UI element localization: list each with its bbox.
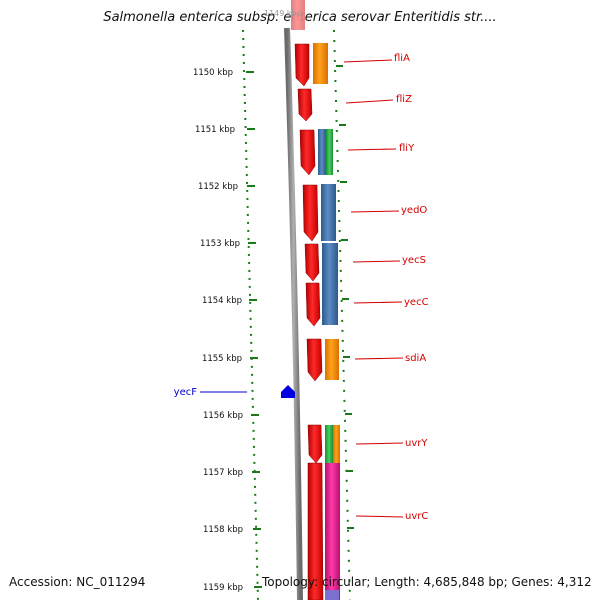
gene-labels-forward: fliA fliZ fliY yedO yecS yecC sdiA uvrY … — [394, 53, 429, 522]
gene-label[interactable]: sdiA — [405, 353, 426, 364]
cds-arrow[interactable] — [299, 129, 316, 176]
gene-label-reverse[interactable]: yecF — [174, 387, 198, 398]
ruler-label: 1156 kbp — [203, 411, 243, 421]
ruler-label: 1155 kbp — [202, 354, 242, 364]
ruler-label: 1153 kbp — [200, 239, 240, 249]
cds-arrow[interactable] — [302, 184, 319, 242]
ruler-label: 1151 kbp — [195, 125, 235, 135]
gene-label[interactable]: yecS — [402, 255, 426, 266]
gene-label[interactable]: yecC — [404, 297, 429, 308]
svg-text:1149 kbp: 1149 kbp — [264, 9, 302, 18]
cog-bar[interactable] — [326, 129, 333, 175]
cog-bar[interactable] — [322, 243, 338, 325]
gene-label[interactable]: fliY — [399, 143, 415, 154]
accession-text: Accession: NC_011294 — [9, 575, 146, 589]
cds-arrow[interactable] — [307, 462, 324, 600]
cog-bar[interactable] — [333, 425, 340, 463]
gene-label-lines — [343, 59, 404, 518]
gene-label[interactable]: fliA — [394, 53, 410, 64]
cog-bar[interactable] — [321, 184, 336, 241]
cds-arrow[interactable] — [306, 338, 323, 382]
cog-bar[interactable] — [318, 129, 326, 175]
gene-label[interactable]: fliZ — [396, 94, 412, 105]
cog-bar[interactable] — [325, 339, 339, 380]
cds-arrow[interactable] — [307, 424, 323, 464]
cog-bar[interactable] — [325, 590, 339, 600]
ruler-label: 1159 kbp — [203, 583, 243, 593]
ruler-label: 1158 kbp — [203, 525, 243, 535]
cog-bar[interactable] — [325, 463, 340, 600]
cds-arrow[interactable] — [305, 282, 321, 327]
gene-label[interactable]: uvrC — [405, 511, 428, 522]
reverse-gene-marker[interactable] — [281, 385, 295, 398]
cds-forward-track[interactable] — [294, 43, 324, 600]
gene-label[interactable]: yedO — [401, 205, 427, 216]
ruler-labels: 1150 kbp 1151 kbp 1152 kbp 1153 kbp 1154… — [193, 68, 243, 593]
cds-arrow[interactable] — [304, 243, 320, 282]
ruler-label: 1152 kbp — [198, 182, 238, 192]
cog-bar[interactable] — [313, 43, 328, 84]
ruler-label: 1154 kbp — [202, 296, 242, 306]
genome-summary-text: Topology: circular; Length: 4,685,848 bp… — [262, 575, 592, 589]
ruler-label: 1150 kbp — [193, 68, 233, 78]
genome-backbone — [284, 27, 303, 600]
cds-arrow[interactable] — [294, 43, 310, 87]
ruler-ticks — [246, 65, 354, 588]
gene-partial-top[interactable]: 1149 kbp — [264, 0, 305, 30]
ruler-label: 1157 kbp — [203, 468, 243, 478]
cog-track[interactable] — [313, 43, 340, 600]
cds-arrow[interactable] — [297, 88, 313, 122]
gene-label[interactable]: uvrY — [405, 438, 428, 449]
cog-bar[interactable] — [325, 425, 333, 463]
